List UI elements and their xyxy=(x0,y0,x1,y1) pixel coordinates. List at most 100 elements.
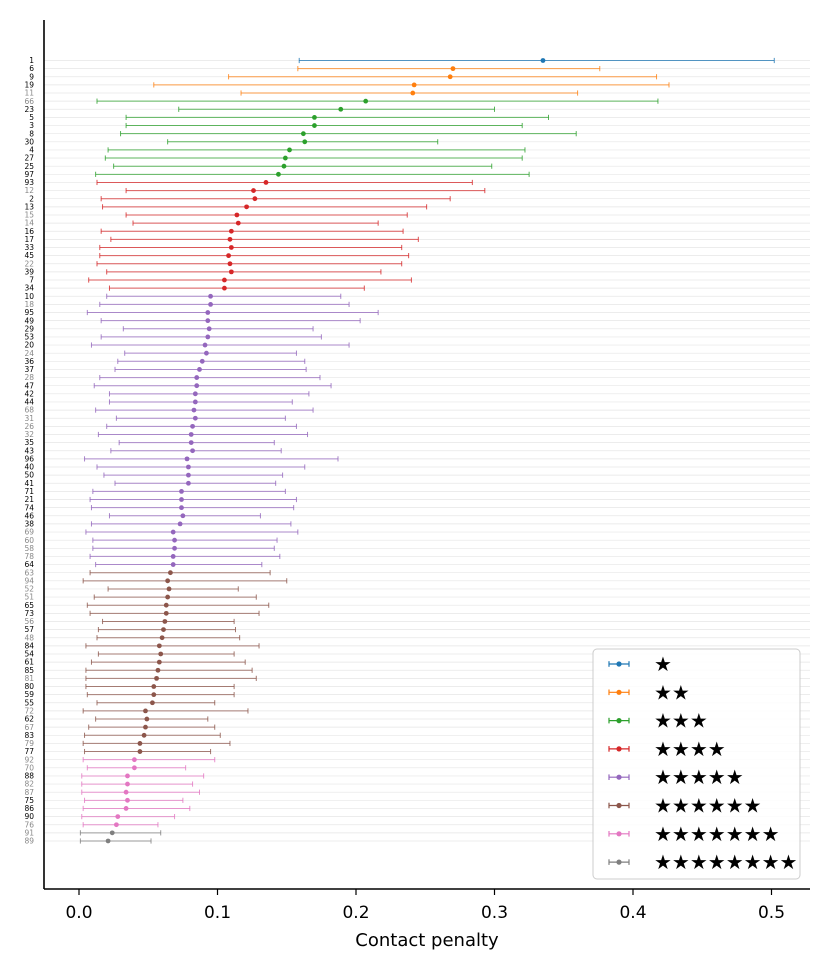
row-label: 5 xyxy=(29,113,34,122)
row-label: 18 xyxy=(24,300,34,309)
row-label: 39 xyxy=(24,267,34,276)
data-point xyxy=(206,326,212,332)
row-label: 19 xyxy=(24,80,34,89)
error-bar-row xyxy=(85,643,260,649)
error-bar-row xyxy=(97,651,235,657)
row-label: 15 xyxy=(24,211,34,220)
row-label: 67 xyxy=(24,723,34,732)
row-labels: 1691911662353830427259793122131514161733… xyxy=(24,56,34,845)
error-bar-row xyxy=(85,529,299,535)
error-bar-row xyxy=(117,358,306,364)
error-bar-row xyxy=(110,236,419,242)
data-point xyxy=(188,440,194,446)
error-bar-row xyxy=(85,683,235,690)
x-tick-label: 0.3 xyxy=(481,903,508,923)
error-bar-row xyxy=(153,82,670,88)
data-point xyxy=(235,220,241,226)
error-bar-row xyxy=(79,838,152,844)
data-point xyxy=(228,245,234,250)
row-label: 50 xyxy=(24,471,34,480)
data-point xyxy=(192,415,198,421)
error-bar-row xyxy=(99,374,321,381)
error-bar-row xyxy=(84,732,221,738)
error-bar-row xyxy=(106,269,382,275)
data-point xyxy=(163,602,169,608)
row-label: 28 xyxy=(24,373,34,382)
data-point xyxy=(163,610,169,616)
data-point xyxy=(184,456,190,462)
error-bar-row xyxy=(84,748,212,755)
data-point xyxy=(170,562,176,567)
legend-label: ★★★★★★★ xyxy=(654,822,780,846)
data-point xyxy=(191,407,197,413)
legend-swatch-dot xyxy=(616,859,622,865)
data-point xyxy=(205,310,211,315)
row-label: 93 xyxy=(24,178,34,187)
row-label: 92 xyxy=(24,755,34,764)
error-bar-row xyxy=(79,830,162,836)
error-bar-row xyxy=(86,765,187,771)
error-bar-row xyxy=(124,350,297,356)
legend-item: ★★★★★ xyxy=(608,765,744,789)
row-label: 66 xyxy=(24,97,34,106)
row-label: 41 xyxy=(24,479,34,488)
data-point xyxy=(170,554,176,559)
row-label: 31 xyxy=(24,414,34,423)
error-bar-row xyxy=(82,708,249,714)
data-point xyxy=(156,659,162,665)
row-label: 55 xyxy=(24,698,34,707)
data-point xyxy=(251,188,256,193)
error-bar-row xyxy=(102,204,428,210)
error-bar-row xyxy=(114,480,277,486)
data-point xyxy=(186,464,191,470)
data-point xyxy=(179,497,184,502)
error-bar-row xyxy=(108,513,261,519)
legend-swatch-dot xyxy=(616,774,622,780)
legend-label: ★★★ xyxy=(654,709,708,733)
error-bar-row xyxy=(82,578,288,584)
data-point xyxy=(168,570,173,576)
row-label: 59 xyxy=(24,690,34,699)
row-label: 2 xyxy=(29,194,34,203)
legend-swatch-dot xyxy=(616,831,622,837)
data-point xyxy=(252,196,258,202)
data-point xyxy=(115,814,121,819)
row-label: 87 xyxy=(24,788,34,797)
data-point xyxy=(192,391,198,397)
row-label: 54 xyxy=(24,650,34,659)
data-point xyxy=(338,106,344,112)
legend-item: ★★★★★★★★ xyxy=(608,850,797,874)
row-label: 88 xyxy=(24,772,34,781)
row-label: 64 xyxy=(24,560,34,569)
data-point xyxy=(179,488,184,494)
legend-swatch-dot xyxy=(616,746,622,752)
data-point xyxy=(143,708,148,714)
error-bar-row xyxy=(113,163,493,169)
data-point xyxy=(194,375,200,380)
error-bar-row xyxy=(122,326,314,332)
row-label: 80 xyxy=(24,682,34,691)
error-bar-row xyxy=(95,171,530,177)
error-bar-row xyxy=(240,90,579,96)
legend-label: ★★★★★★★★ xyxy=(654,850,797,874)
row-label: 51 xyxy=(24,593,34,602)
row-label: 45 xyxy=(24,251,34,260)
error-bar-row xyxy=(97,627,237,633)
error-bar-row xyxy=(84,797,184,803)
row-label: 71 xyxy=(24,487,34,496)
error-bar-row xyxy=(298,57,775,64)
legend-item: ★★★★★★ xyxy=(608,794,762,818)
data-point xyxy=(155,667,161,673)
data-point xyxy=(186,472,191,478)
error-bar-row xyxy=(81,773,205,779)
row-label: 46 xyxy=(24,511,34,520)
error-bar-row xyxy=(96,700,216,706)
row-label: 79 xyxy=(24,739,34,748)
error-bar-row xyxy=(120,131,577,137)
error-bar-row xyxy=(125,212,408,218)
error-bar-row xyxy=(115,415,286,421)
row-label: 75 xyxy=(24,796,34,805)
error-bar-row xyxy=(86,602,270,608)
data-point xyxy=(132,757,137,763)
error-bar-row xyxy=(95,561,263,568)
